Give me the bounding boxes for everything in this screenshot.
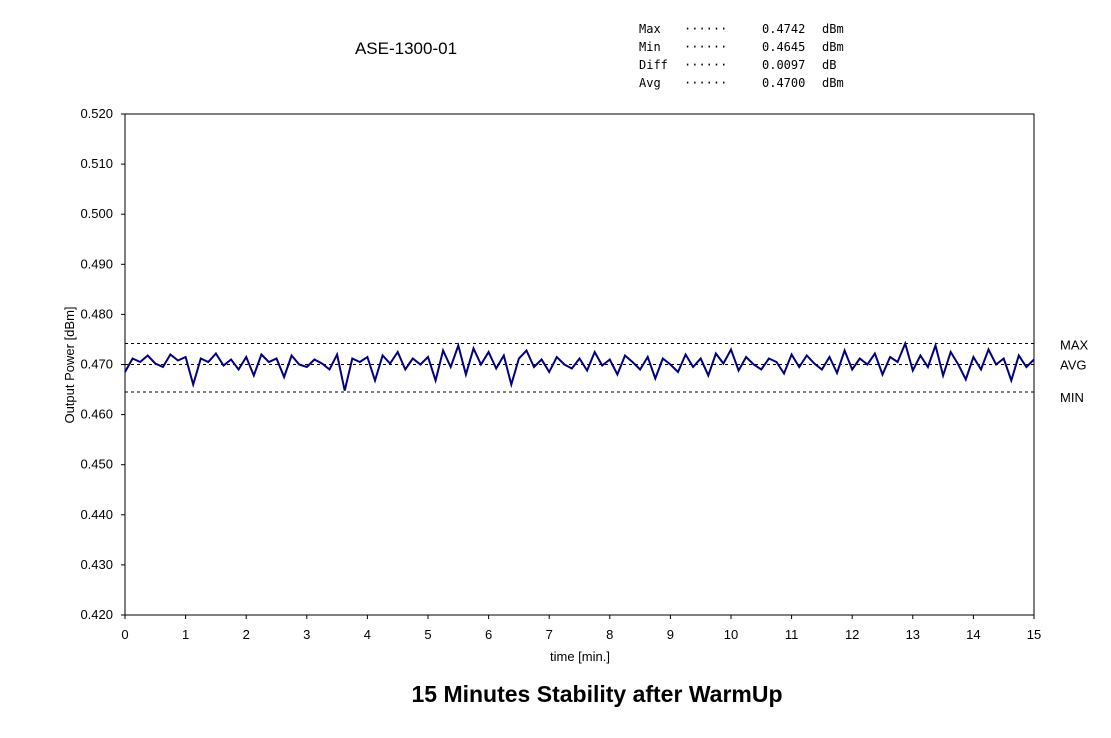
stats-table: Max ······ 0.4742 dBm Min ······ 0.4645 dBm Diff…	[639, 22, 844, 90]
x-tick-label: 9	[667, 627, 674, 642]
x-tick-label: 15	[1027, 627, 1041, 642]
x-tick-label: 3	[303, 627, 310, 642]
x-tick-label: 1	[182, 627, 189, 642]
chart-title: ASE-1300-01	[355, 39, 457, 58]
stat-dots: ······	[684, 76, 727, 90]
x-tick-label: 10	[724, 627, 738, 642]
stat-label: Avg	[639, 76, 661, 90]
stat-dots: ······	[684, 22, 727, 36]
x-tick-label: 7	[546, 627, 553, 642]
x-axis: 0 1 2 3 4 5 6 7 8 9 10 11 12 13 14 15	[121, 615, 1041, 642]
x-tick-label: 2	[243, 627, 250, 642]
stat-unit: dBm	[822, 22, 844, 36]
stat-label: Diff	[639, 58, 668, 72]
ref-label-min: MIN	[1060, 390, 1084, 405]
y-tick-label: 0.480	[80, 306, 113, 321]
y-tick-label: 0.520	[80, 106, 113, 121]
x-tick-label: 13	[906, 627, 920, 642]
x-tick-label: 4	[364, 627, 371, 642]
y-tick-label: 0.420	[80, 607, 113, 622]
y-tick-label: 0.460	[80, 407, 113, 422]
y-tick-label: 0.490	[80, 256, 113, 271]
y-tick-label: 0.500	[80, 206, 113, 221]
stat-value: 0.4700	[762, 76, 805, 90]
stat-unit: dB	[822, 58, 836, 72]
series-line-output-power	[124, 340, 1035, 391]
reference-lines: MAX AVG MIN	[125, 337, 1089, 405]
x-tick-label: 8	[606, 627, 613, 642]
y-tick-label: 0.470	[80, 357, 113, 372]
stat-label: Max	[639, 22, 661, 36]
stat-dots: ······	[684, 40, 727, 54]
y-axis-label: Output Power [dBm]	[62, 306, 77, 423]
y-tick-label: 0.510	[80, 156, 113, 171]
x-tick-label: 11	[785, 627, 799, 642]
y-axis: 0.420 0.430 0.440 0.450 0.460 0.470 0.480 0.490…	[80, 106, 125, 622]
stat-unit: dBm	[822, 76, 844, 90]
stat-unit: dBm	[822, 40, 844, 54]
ref-label-max: MAX	[1060, 337, 1089, 352]
stat-value: 0.4742	[762, 22, 805, 36]
stat-label: Min	[639, 40, 661, 54]
stat-value: 0.4645	[762, 40, 805, 54]
ref-label-avg: AVG	[1060, 358, 1087, 373]
x-tick-label: 0	[121, 627, 128, 642]
y-tick-label: 0.430	[80, 557, 113, 572]
x-tick-label: 12	[845, 627, 859, 642]
stat-dots: ······	[684, 58, 727, 72]
y-tick-label: 0.440	[80, 507, 113, 522]
x-axis-label: time [min.]	[550, 649, 610, 664]
x-tick-label: 14	[966, 627, 980, 642]
y-tick-label: 0.450	[80, 457, 113, 472]
x-tick-label: 5	[424, 627, 431, 642]
chart-caption: 15 Minutes Stability after WarmUp	[411, 681, 782, 707]
plot-area	[124, 113, 1035, 616]
x-tick-label: 6	[485, 627, 492, 642]
stat-value: 0.0097	[762, 58, 805, 72]
